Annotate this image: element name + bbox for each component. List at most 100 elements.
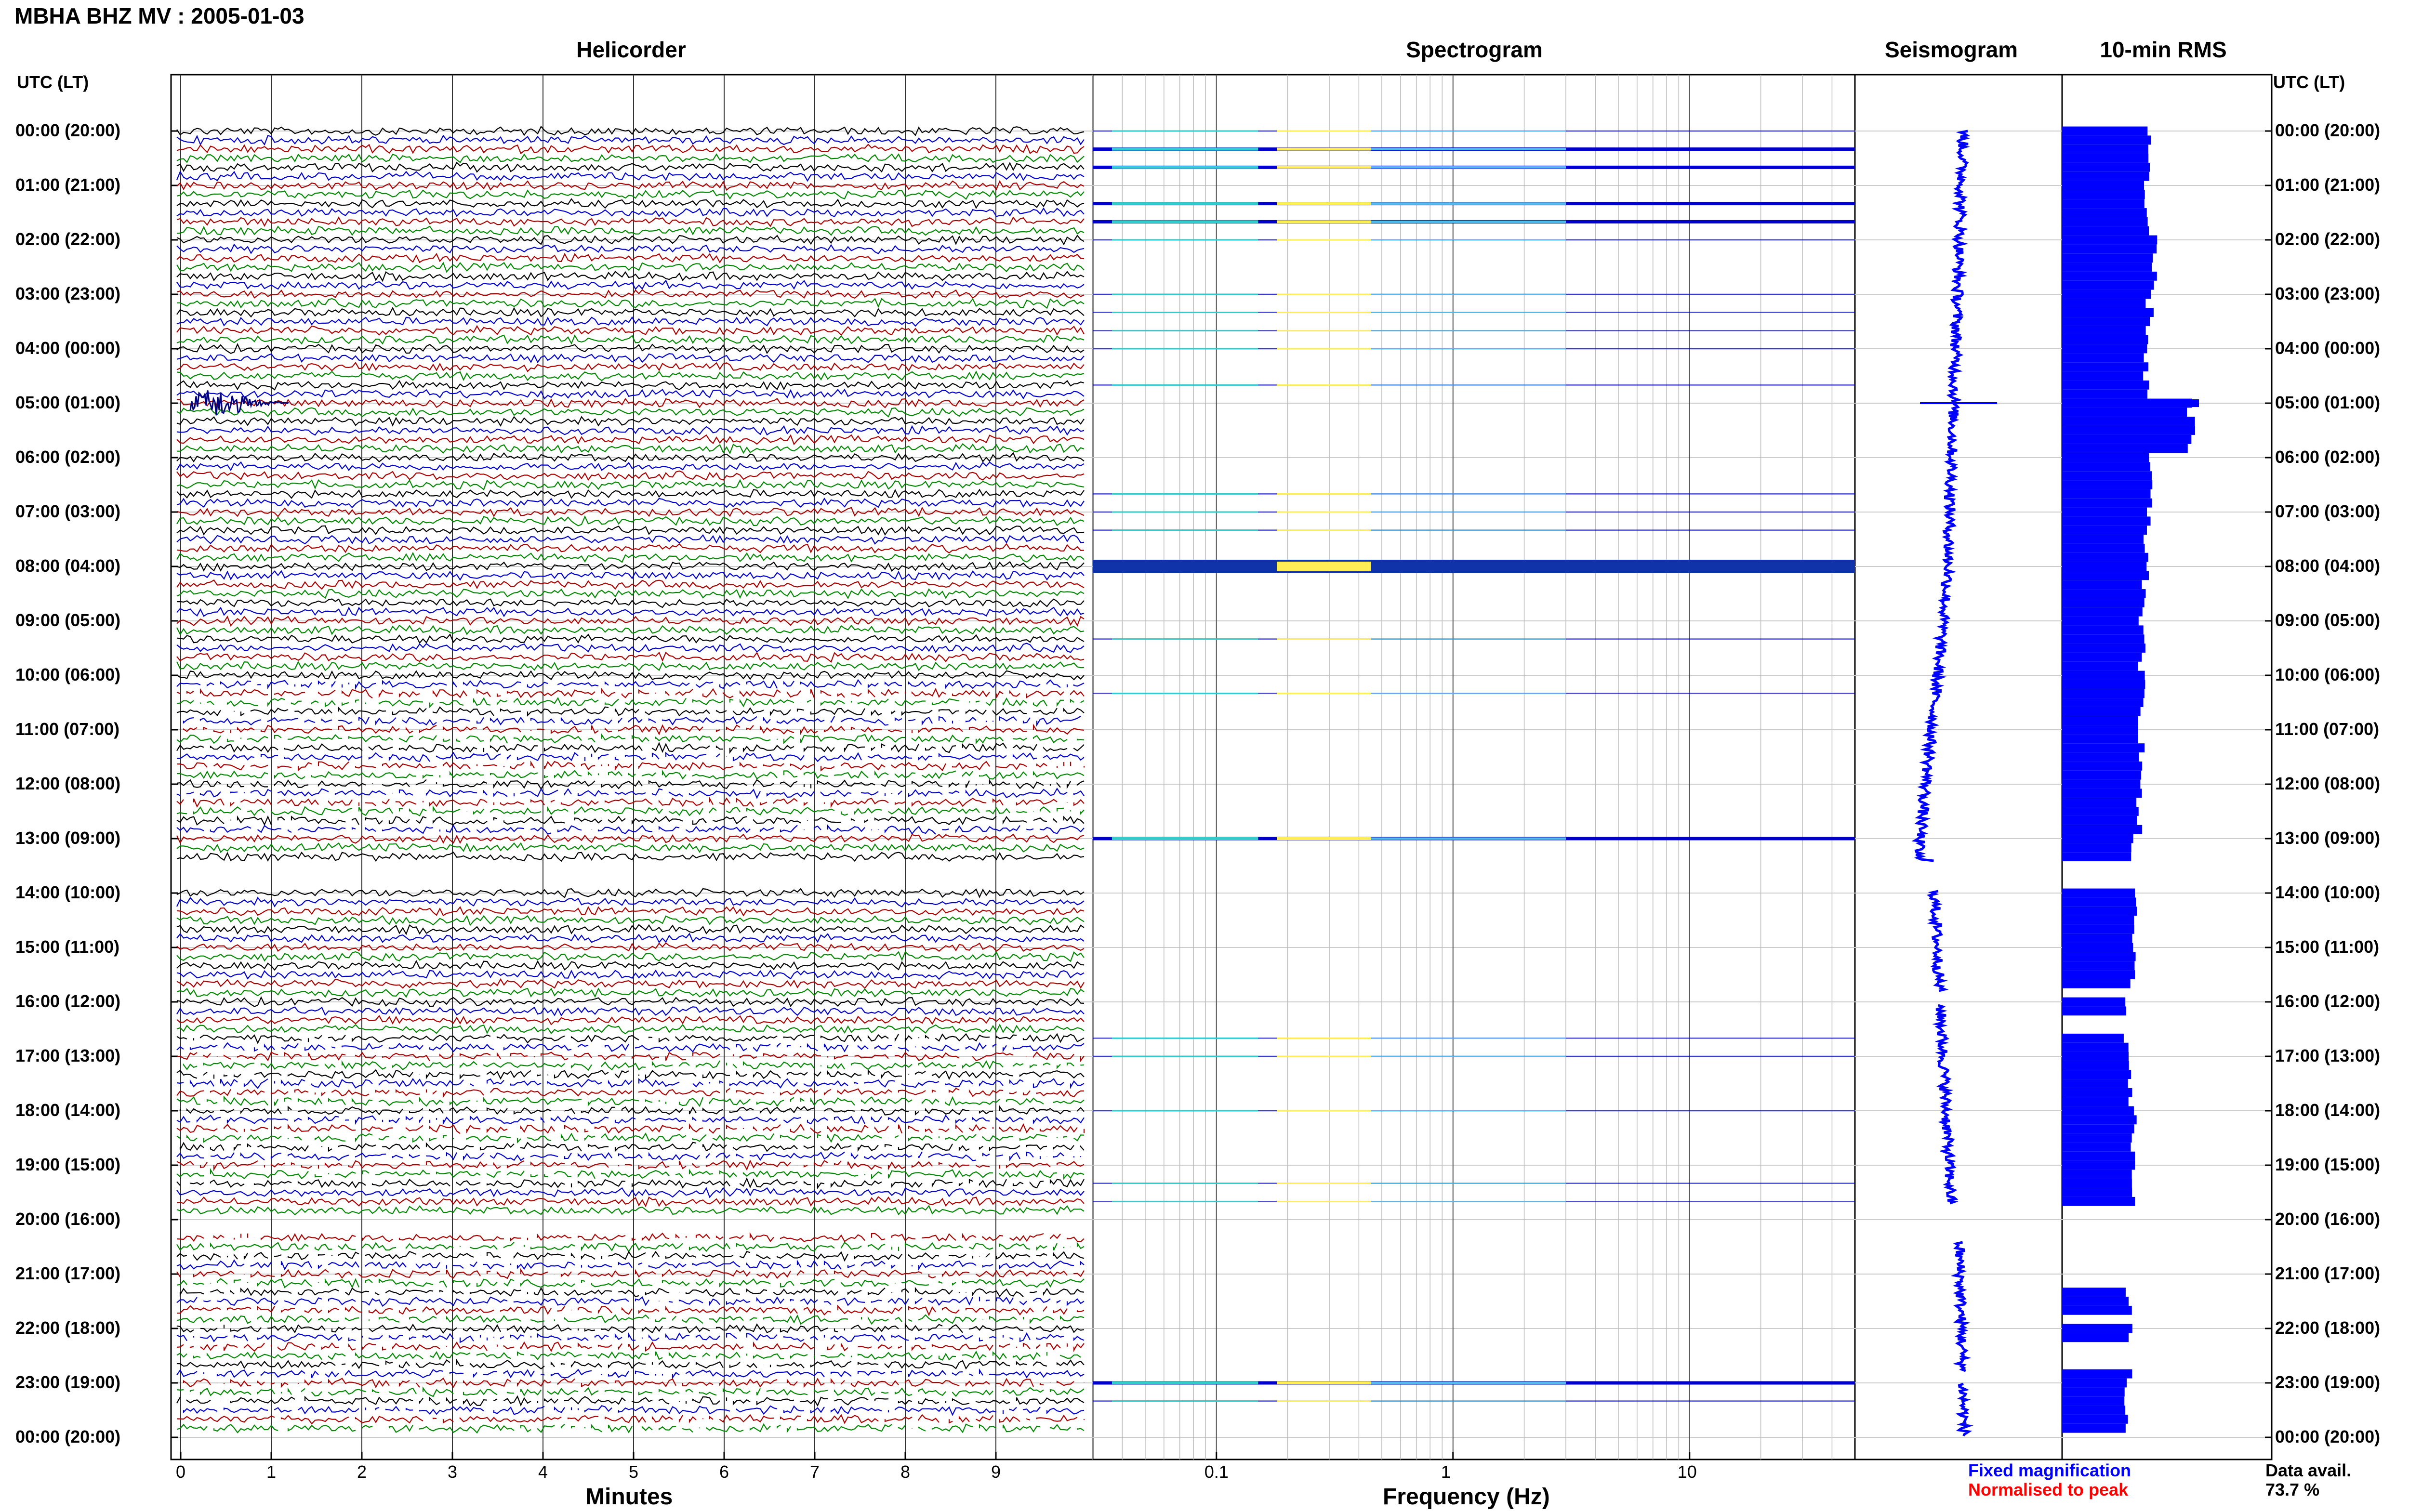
rms-bar-107 — [2062, 1097, 2129, 1106]
time-label-right-14: 14:00 (10:00) — [2275, 882, 2381, 902]
helicorder-trace-row-109 — [176, 1114, 1085, 1126]
time-label-right-16: 16:00 (12:00) — [2275, 991, 2381, 1011]
rms-bar-62 — [2062, 689, 2144, 698]
rms-bar-48 — [2062, 562, 2147, 571]
helicorder-trace-row-114 — [176, 1159, 1085, 1171]
helicorder-trace-row-49 — [176, 570, 1085, 581]
helicorder-trace-row-48 — [176, 561, 1085, 572]
rms-bar-16 — [2062, 271, 2157, 281]
time-label-left-15: 15:00 (11:00) — [15, 937, 120, 957]
rms-bar-25 — [2062, 353, 2144, 363]
time-label-right-5: 05:00 (01:00) — [2275, 393, 2381, 412]
rms-bar-92 — [2062, 961, 2135, 971]
helicorder-trace-row-27 — [176, 370, 1085, 381]
rms-bar-96 — [2062, 997, 2126, 1007]
rms-bar-69 — [2062, 752, 2139, 762]
time-label-left-16: 16:00 (12:00) — [15, 991, 121, 1011]
helicorder-trace-row-93 — [176, 969, 1085, 980]
time-label-right-2: 02:00 (22:00) — [2275, 229, 2381, 249]
helicorder-trace-row-87 — [176, 915, 1085, 926]
helicorder-trace-row-52 — [176, 598, 1085, 608]
rms-bar-103 — [2062, 1061, 2129, 1070]
helicorder-trace-row-115 — [176, 1168, 1085, 1180]
helicorder-tick-label-9: 9 — [991, 1462, 1001, 1482]
rms-bar-89 — [2062, 933, 2132, 943]
rms-bar-37 — [2062, 462, 2150, 472]
rms-bar-111 — [2062, 1133, 2132, 1143]
rms-bar-86 — [2062, 907, 2137, 916]
time-label-left-6: 06:00 (02:00) — [15, 447, 121, 467]
rms-bar-43 — [2062, 516, 2151, 526]
helicorder-trace-row-58 — [176, 651, 1085, 663]
helicorder-trace-row-70 — [176, 760, 1085, 772]
rms-bar-97 — [2062, 1006, 2126, 1016]
helicorder-trace-row-119 — [176, 1205, 1085, 1216]
rms-bar-73 — [2062, 789, 2142, 798]
time-label-left-3: 03:00 (23:00) — [15, 284, 121, 303]
rms-bar-28 — [2062, 380, 2149, 390]
helicorder-trace-row-132 — [176, 1323, 1085, 1334]
rms-bar-75 — [2062, 807, 2139, 816]
helicorder-trace-row-73 — [176, 787, 1085, 799]
helicorder-trace-row-46 — [176, 543, 1085, 554]
helicorder-trace-row-10 — [176, 216, 1085, 227]
time-label-left-8: 08:00 (04:00) — [15, 556, 121, 576]
time-label-right-21: 21:00 (17:00) — [2275, 1263, 2381, 1283]
helicorder-trace-row-12 — [176, 235, 1085, 246]
helicorder-trace-row-111 — [176, 1132, 1085, 1144]
rms-bar-29 — [2062, 389, 2147, 399]
seismogram-line — [1911, 130, 1973, 1437]
rms-bar-80 — [2062, 852, 2131, 862]
rms-bar-41 — [2062, 498, 2152, 508]
rms-bar-142 — [2062, 1414, 2128, 1424]
spectrogram-tick-label-0.1: 0.1 — [1204, 1462, 1229, 1482]
time-label-right-3: 03:00 (23:00) — [2275, 284, 2381, 303]
helicorder-trace-row-143 — [176, 1423, 1085, 1434]
time-label-right-9: 09:00 (05:00) — [2275, 610, 2381, 630]
spectrogram-event-0800 — [1093, 560, 1855, 573]
helicorder-trace-row-112 — [179, 1142, 1085, 1152]
helicorder-trace-row-33 — [176, 425, 1085, 436]
helicorder-trace-row-102 — [176, 1051, 1085, 1063]
helicorder-trace-row-55 — [176, 624, 1085, 636]
rms-bar-40 — [2062, 489, 2151, 499]
time-label-left-21: 21:00 (17:00) — [15, 1263, 121, 1283]
helicorder-trace-row-77 — [176, 824, 1085, 835]
rms-bar-0 — [2062, 126, 2148, 136]
helicorder-trace-row-42 — [176, 506, 1085, 517]
helicorder-trace-row-66 — [183, 723, 1085, 736]
rms-bar-22 — [2062, 326, 2146, 335]
rms-bar-130 — [2062, 1305, 2132, 1315]
rms-bar-105 — [2062, 1079, 2128, 1088]
helicorder-title: Helicorder — [576, 37, 686, 62]
rms-bar-12 — [2062, 235, 2158, 245]
helicorder-trace-row-44 — [176, 525, 1085, 536]
rms-bar-101 — [2062, 1042, 2129, 1052]
rms-bar-42 — [2062, 507, 2147, 517]
rms-bar-55 — [2062, 625, 2144, 635]
rms-bar-35 — [2062, 444, 2188, 453]
helicorder-trace-row-59 — [176, 660, 1085, 671]
time-label-left-18: 18:00 (14:00) — [15, 1100, 121, 1120]
helicorder-trace-row-127 — [176, 1278, 1085, 1288]
helicorder-traces — [176, 125, 1087, 1434]
helicorder-trace-row-65 — [184, 716, 1087, 725]
helicorder-trace-row-29 — [176, 388, 1085, 400]
time-label-left-12: 12:00 (08:00) — [15, 774, 121, 793]
helicorder-trace-row-128 — [179, 1287, 1085, 1298]
helicorder-trace-row-139 — [176, 1386, 1085, 1397]
rms-bars — [2062, 126, 2199, 1433]
rms-bar-109 — [2062, 1115, 2137, 1125]
helicorder-trace-row-104 — [176, 1069, 1085, 1080]
rms-bar-110 — [2062, 1124, 2134, 1134]
rms-bar-66 — [2062, 725, 2138, 735]
helicorder-trace-row-25 — [176, 353, 1085, 364]
time-label-left-22: 22:00 (18:00) — [15, 1318, 121, 1338]
helicorder-trace-row-125 — [176, 1259, 1085, 1271]
helicorder-trace-row-56 — [176, 633, 1085, 644]
rms-bar-132 — [2062, 1324, 2132, 1333]
helicorder-trace-row-34 — [176, 434, 1085, 446]
rms-bar-85 — [2062, 897, 2136, 907]
rms-bar-23 — [2062, 335, 2148, 344]
rms-bar-104 — [2062, 1070, 2131, 1079]
